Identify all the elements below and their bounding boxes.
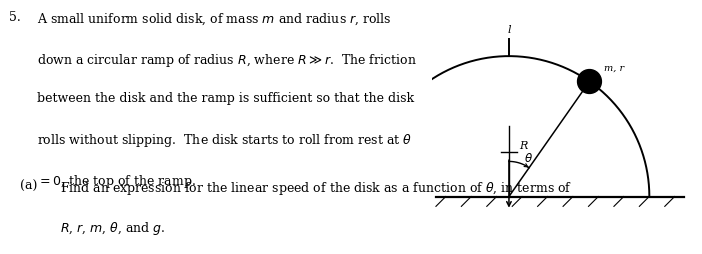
Text: R: R [519,141,527,151]
Text: l: l [508,25,510,35]
Text: (a): (a) [20,179,37,192]
Text: rolls without slipping.  The disk starts to roll from rest at $\theta$: rolls without slipping. The disk starts … [37,132,412,149]
Text: m, r: m, r [604,64,623,73]
Circle shape [578,70,602,94]
Text: $= 0$, the top of the ramp.: $= 0$, the top of the ramp. [37,172,196,189]
Text: Find an expression for the linear speed of the disk as a function of $\theta$, i: Find an expression for the linear speed … [60,179,572,196]
Text: 5.: 5. [9,11,21,24]
Text: A small uniform solid disk, of mass $m$ and radius $r$, rolls: A small uniform solid disk, of mass $m$ … [37,11,392,27]
Text: $\theta$: $\theta$ [524,152,533,165]
Text: down a circular ramp of radius $R$, where $R \gg r$.  The friction: down a circular ramp of radius $R$, wher… [37,52,417,69]
Text: $R$, $r$, $m$, $\theta$, and $g$.: $R$, $r$, $m$, $\theta$, and $g$. [60,219,165,236]
Text: between the disk and the ramp is sufficient so that the disk: between the disk and the ramp is suffici… [37,92,414,105]
